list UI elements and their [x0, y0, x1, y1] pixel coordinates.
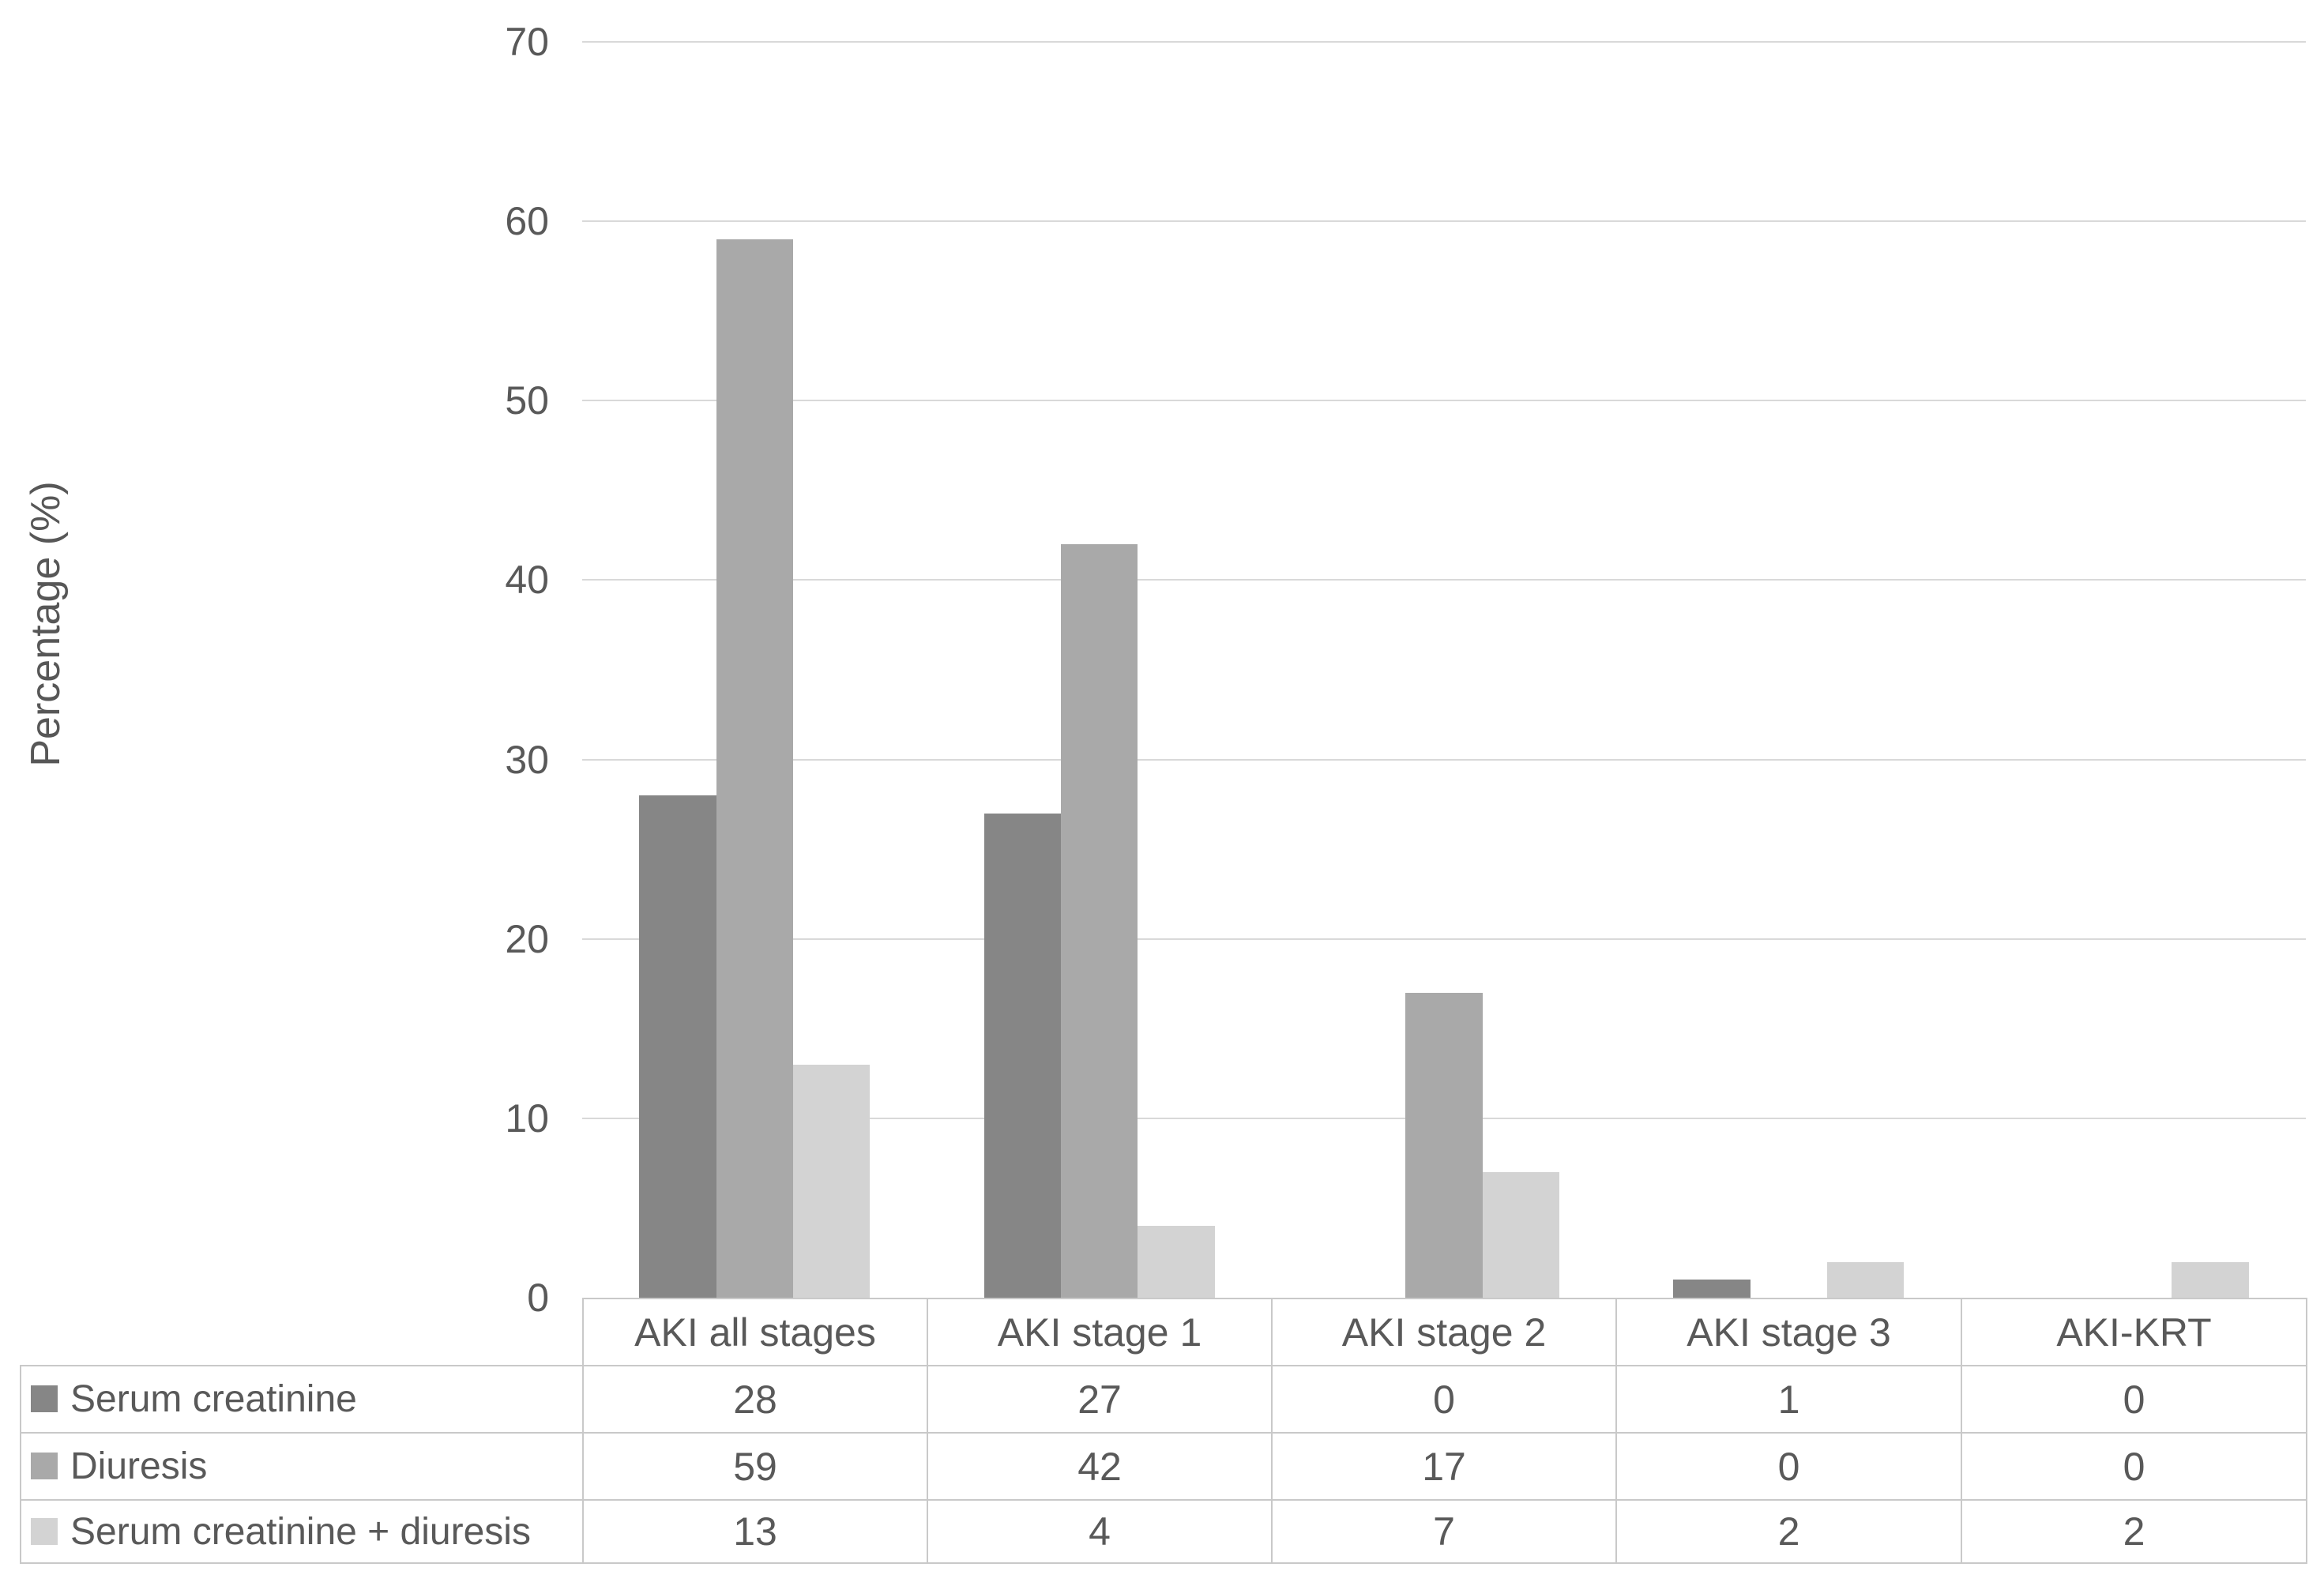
legend-swatch-icon — [31, 1385, 58, 1413]
value-cell-Serum creatinine-AKI all stages: 28 — [582, 1365, 928, 1434]
gridline-60 — [582, 220, 2306, 223]
series-name: Serum creatinine + diuresis — [70, 1510, 531, 1553]
value-cell-Serum creatinine-AKI-KRT: 0 — [1961, 1365, 2307, 1434]
bar-AKI stage 2-Diuresis — [1405, 992, 1483, 1298]
legend-cell-1: Diuresis — [20, 1432, 584, 1501]
data-table: AKI all stages AKI stage 1 AKI stage 2 AKI … — [20, 1298, 2307, 1564]
value-cell-Diuresis-AKI stage 1: 42 — [927, 1432, 1273, 1501]
y-tick-label-40: 40 — [505, 558, 549, 603]
category-header-2: AKI stage 2 — [1271, 1298, 1617, 1366]
bar-AKI all stages-Diuresis — [716, 239, 793, 1298]
value-cell-Serum creatinine + diuresis-AKI-KRT: 2 — [1961, 1499, 2307, 1564]
bar-AKI stage 3-Serum creatinine + diuresis — [1827, 1261, 1905, 1298]
table-row: Diuresis 59 42 17 0 0 — [20, 1432, 2307, 1501]
value-cell-Serum creatinine + diuresis-AKI stage 1: 4 — [927, 1499, 1273, 1564]
y-tick-label-60: 60 — [505, 199, 549, 244]
gridline-50 — [582, 400, 2306, 402]
gridline-40 — [582, 579, 2306, 581]
chart-data-table: AKI all stages AKI stage 1 AKI stage 2 AKI … — [20, 1298, 2307, 1564]
bar-AKI all stages-Serum creatinine + diuresis — [792, 1064, 871, 1298]
value-cell-Diuresis-AKI stage 3: 0 — [1615, 1432, 1962, 1501]
gridline-30 — [582, 758, 2306, 761]
legend-swatch-icon — [31, 1453, 58, 1480]
value-cell-Serum creatinine + diuresis-AKI stage 2: 7 — [1271, 1499, 1617, 1564]
value-cell-Serum creatinine + diuresis-AKI all stages: 13 — [582, 1499, 928, 1564]
y-tick-label-30: 30 — [505, 737, 549, 782]
bar-AKI stage 3-Serum creatinine — [1673, 1280, 1751, 1298]
category-header-4: AKI-KRT — [1961, 1298, 2307, 1366]
bar-AKI-KRT-Serum creatinine + diuresis — [2172, 1261, 2249, 1298]
bar-AKI stage 1-Diuresis — [1060, 544, 1138, 1298]
table-row: Serum creatinine + diuresis 13 4 7 2 2 — [20, 1499, 2307, 1564]
value-cell-Diuresis-AKI all stages: 59 — [582, 1432, 928, 1501]
y-tick-label-70: 70 — [505, 20, 549, 64]
series-name: Diuresis — [70, 1445, 208, 1487]
value-cell-Diuresis-AKI stage 2: 17 — [1271, 1432, 1617, 1501]
gridline-70 — [582, 41, 2306, 43]
y-tick-label-0: 0 — [527, 1276, 549, 1320]
y-axis-title: Percentage (%) — [23, 481, 69, 767]
bar-AKI stage 2-Serum creatinine + diuresis — [1482, 1172, 1559, 1298]
bar-AKI stage 1-Serum creatinine + diuresis — [1138, 1226, 1215, 1298]
legend-cell-0: Serum creatinine — [20, 1365, 584, 1434]
y-tick-label-10: 10 — [505, 1096, 549, 1141]
value-cell-Serum creatinine-AKI stage 1: 27 — [927, 1365, 1273, 1434]
value-cell-Serum creatinine-AKI stage 2: 0 — [1271, 1365, 1617, 1434]
legend-swatch-icon — [31, 1517, 58, 1545]
category-header-1: AKI stage 1 — [927, 1298, 1273, 1366]
table-row: Serum creatinine 28 27 0 1 0 — [20, 1365, 2307, 1434]
bar-AKI all stages-Serum creatinine — [639, 795, 716, 1298]
chart-plot-area: 0 10 20 30 40 50 60 70 Percentage (%) — [23, 20, 2306, 1317]
category-header-3: AKI stage 3 — [1615, 1298, 1962, 1366]
value-cell-Diuresis-AKI-KRT: 0 — [1961, 1432, 2307, 1501]
category-header-0: AKI all stages — [582, 1298, 928, 1366]
bar-AKI stage 1-Serum creatinine — [983, 813, 1061, 1298]
value-cell-Serum creatinine + diuresis-AKI stage 3: 2 — [1615, 1499, 1962, 1564]
legend-cell-2: Serum creatinine + diuresis — [20, 1499, 584, 1564]
gridline-20 — [582, 938, 2306, 940]
y-tick-label-50: 50 — [505, 378, 549, 423]
table-corner-blank — [21, 1298, 583, 1366]
series-name: Serum creatinine — [70, 1378, 357, 1420]
value-cell-Serum creatinine-AKI stage 3: 1 — [1615, 1365, 1962, 1434]
y-tick-label-20: 20 — [505, 916, 549, 961]
